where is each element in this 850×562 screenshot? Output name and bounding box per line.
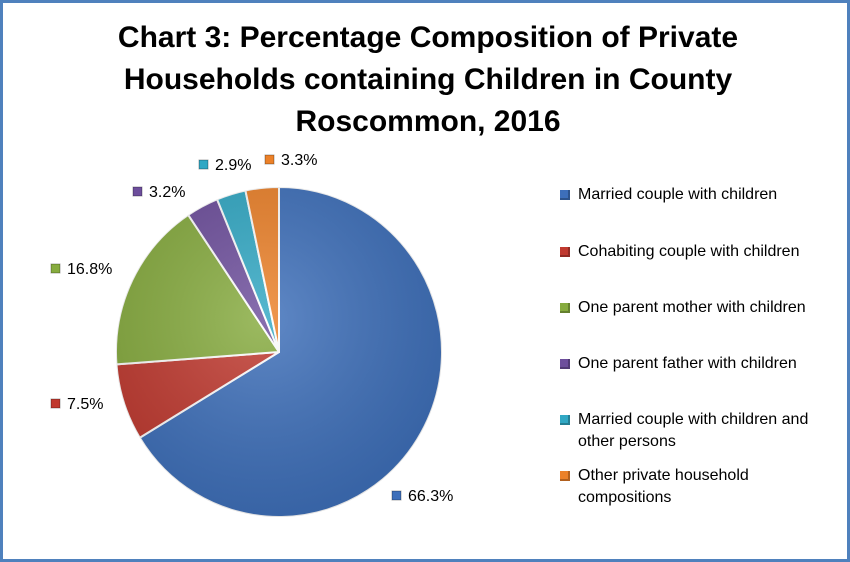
- pie-slices: [115, 185, 443, 518]
- legend-item-6: Other private household compositions: [556, 465, 749, 509]
- legend-label-line: One parent father with children: [578, 355, 797, 372]
- data-label-text: 66.3%: [408, 488, 453, 505]
- data-label-text: 2.9%: [215, 157, 251, 174]
- legend-item-1: Married couple with children: [556, 184, 777, 206]
- legend-swatch: [560, 303, 570, 313]
- legend-item-3: One parent mother with children: [556, 297, 806, 319]
- chart-title-line-3: Roscommon, 2016: [295, 105, 561, 138]
- legend-swatch: [560, 190, 570, 200]
- data-label-6: 3.3%: [264, 152, 317, 169]
- data-label-1: 66.3%: [391, 488, 453, 505]
- legend-label-line: Married couple with children: [578, 186, 778, 203]
- pie-data-labels: 66.3% 7.5% 16.8% 3.2% 2.9% 3.3%: [50, 152, 453, 505]
- data-label-marker: [198, 159, 209, 170]
- data-label-marker: [132, 186, 143, 197]
- chart-title-line-1: Chart 3: Percentage Composition of Priva…: [117, 21, 739, 54]
- chart-title: Chart 3: Percentage Composition of Priva…: [43, 17, 813, 143]
- data-label-2: 7.5%: [50, 396, 103, 413]
- data-label-text: 7.5%: [67, 396, 103, 413]
- chart-title-line-2: Households containing Children in County: [123, 63, 733, 96]
- data-label-3: 16.8%: [50, 261, 112, 278]
- legend-label-line: Other private household: [578, 467, 749, 484]
- data-label-marker: [264, 154, 275, 165]
- data-label-marker: [50, 263, 61, 274]
- data-label-marker: [391, 490, 402, 501]
- legend-label-line: Married couple with children and: [578, 411, 809, 428]
- data-label-marker: [50, 398, 61, 409]
- data-label-5: 2.9%: [198, 157, 251, 174]
- data-label-text: 3.2%: [149, 184, 185, 201]
- legend-item-2: Cohabiting couple with children: [556, 241, 799, 263]
- data-label-text: 16.8%: [67, 261, 112, 278]
- legend-label-line: One parent mother with children: [578, 299, 806, 316]
- legend-swatch: [560, 359, 570, 369]
- data-label-4: 3.2%: [132, 184, 185, 201]
- legend-swatch: [560, 471, 570, 481]
- legend-swatch: [560, 247, 570, 257]
- legend-label-line: other persons: [578, 433, 676, 450]
- legend-item-4: One parent father with children: [556, 353, 797, 375]
- legend-label-line: compositions: [578, 489, 672, 506]
- legend-label-line: Cohabiting couple with children: [578, 243, 800, 260]
- data-label-text: 3.3%: [281, 152, 317, 169]
- legend-item-5: Married couple with children and other pe…: [556, 409, 808, 453]
- legend-swatch: [560, 415, 570, 425]
